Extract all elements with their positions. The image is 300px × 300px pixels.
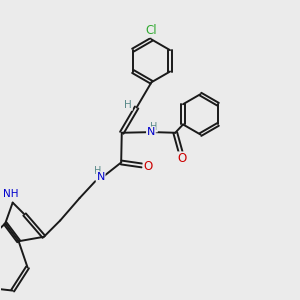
Text: NH: NH [3,189,19,199]
Text: H: H [124,100,132,110]
Text: H: H [94,166,101,176]
Text: Cl: Cl [146,24,157,37]
Text: H: H [150,122,157,132]
Text: O: O [178,152,187,165]
Text: N: N [97,172,105,182]
Text: O: O [143,160,152,173]
Text: N: N [147,127,155,137]
